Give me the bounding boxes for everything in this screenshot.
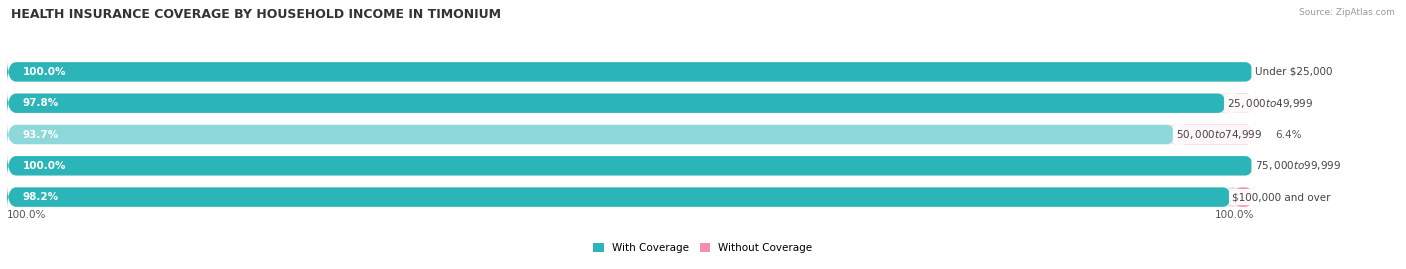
Text: 100.0%: 100.0% xyxy=(1215,210,1254,220)
Text: 98.2%: 98.2% xyxy=(22,192,59,202)
Legend: With Coverage, Without Coverage: With Coverage, Without Coverage xyxy=(593,243,813,253)
Text: $100,000 and over: $100,000 and over xyxy=(1232,192,1330,202)
FancyBboxPatch shape xyxy=(1232,185,1254,209)
Text: 100.0%: 100.0% xyxy=(22,67,66,77)
FancyBboxPatch shape xyxy=(7,185,1254,209)
Text: Under $25,000: Under $25,000 xyxy=(1254,67,1331,77)
Text: 0.0%: 0.0% xyxy=(1274,67,1301,77)
Text: 100.0%: 100.0% xyxy=(7,210,46,220)
FancyBboxPatch shape xyxy=(7,91,1227,115)
Text: $25,000 to $49,999: $25,000 to $49,999 xyxy=(1227,97,1313,110)
Text: $50,000 to $74,999: $50,000 to $74,999 xyxy=(1175,128,1263,141)
FancyBboxPatch shape xyxy=(7,122,1254,147)
Text: 97.8%: 97.8% xyxy=(22,98,59,108)
FancyBboxPatch shape xyxy=(7,60,1254,84)
Text: 0.0%: 0.0% xyxy=(1274,161,1301,171)
Text: 2.3%: 2.3% xyxy=(1275,98,1302,108)
Text: 100.0%: 100.0% xyxy=(22,161,66,171)
FancyBboxPatch shape xyxy=(1175,122,1256,147)
FancyBboxPatch shape xyxy=(7,154,1254,178)
FancyBboxPatch shape xyxy=(7,154,1254,178)
Text: $75,000 to $99,999: $75,000 to $99,999 xyxy=(1254,159,1341,172)
Text: HEALTH INSURANCE COVERAGE BY HOUSEHOLD INCOME IN TIMONIUM: HEALTH INSURANCE COVERAGE BY HOUSEHOLD I… xyxy=(11,8,502,21)
Text: 6.4%: 6.4% xyxy=(1275,129,1302,140)
Text: 93.7%: 93.7% xyxy=(22,129,59,140)
Text: 1.8%: 1.8% xyxy=(1274,192,1301,202)
FancyBboxPatch shape xyxy=(7,185,1232,209)
FancyBboxPatch shape xyxy=(1227,91,1256,115)
FancyBboxPatch shape xyxy=(7,122,1175,147)
FancyBboxPatch shape xyxy=(7,91,1254,115)
FancyBboxPatch shape xyxy=(7,60,1254,84)
Text: Source: ZipAtlas.com: Source: ZipAtlas.com xyxy=(1299,8,1395,17)
